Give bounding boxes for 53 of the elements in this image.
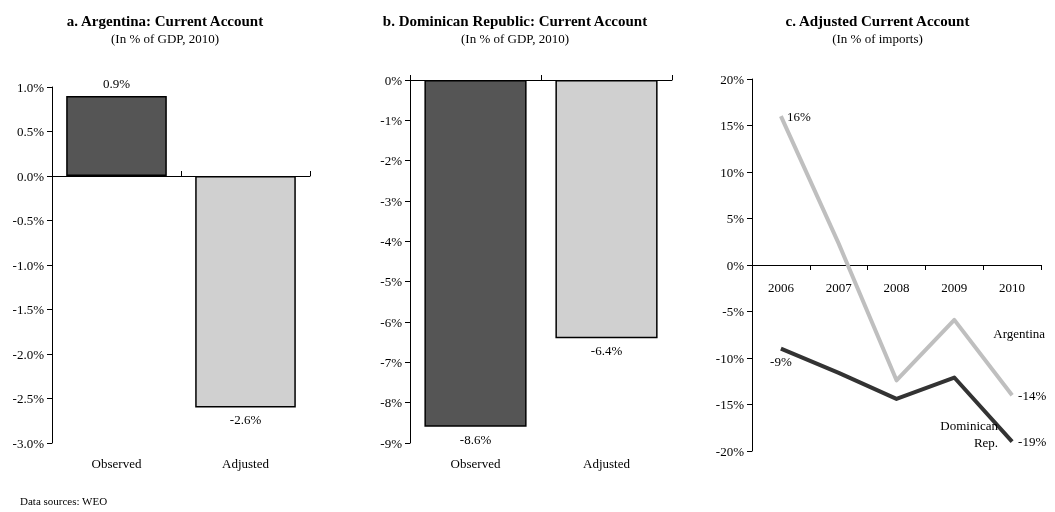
chart-subtitle: (In % of imports): [832, 31, 923, 46]
y-tick-label: 0.5%: [16, 124, 45, 139]
y-tick-label: 10%: [720, 164, 745, 180]
y-tick-label: -2.0%: [12, 346, 45, 362]
y-tick-label: -2.5%: [12, 391, 45, 406]
x-tick-label: 2008: [883, 280, 910, 295]
y-tick-label: -7%: [380, 354, 403, 370]
x-tick-label: 2010: [999, 280, 1026, 295]
data-label: -19%: [1018, 434, 1047, 450]
y-tick-label: -9%: [380, 435, 403, 451]
y-tick-label: -1%: [380, 112, 403, 128]
y-tick-label: -3%: [380, 193, 403, 209]
y-tick-label: -4%: [380, 233, 403, 249]
text: Data sources: WEO: [20, 494, 108, 507]
series-label: Argentina: [993, 325, 1046, 341]
y-tick-label: -1.0%: [12, 257, 45, 273]
y-tick-label: -20%: [715, 443, 745, 459]
y-tick-label: -5%: [380, 274, 403, 290]
data-label: 0.9%: [102, 75, 131, 91]
y-tick-label: 0%: [726, 257, 745, 273]
y-tick-label: -15%: [715, 397, 745, 412]
y-tick-label: -3.0%: [12, 435, 45, 451]
data-label: -2.6%: [229, 412, 262, 428]
data-label: -8.6%: [459, 431, 492, 447]
data-label: -9%: [770, 353, 792, 369]
y-tick-label: -8%: [380, 395, 403, 411]
chart-title: a. Argentina: Current Account: [66, 12, 264, 29]
x-tick-label: Observed: [91, 456, 142, 471]
y-tick-label: 0%: [384, 72, 403, 88]
x-tick-label: 2009: [941, 280, 968, 295]
y-tick-label: -5%: [722, 304, 745, 319]
chart-title: c. Adjusted Current Account: [785, 12, 970, 29]
x-tick-label: 2006: [767, 280, 795, 295]
y-tick-label: -2%: [380, 153, 403, 169]
data-label: -14%: [1018, 387, 1047, 403]
chart-subtitle: (In % of GDP, 2010): [111, 31, 219, 46]
y-tick-label: 20%: [720, 71, 745, 87]
y-tick-label: -6%: [380, 314, 403, 330]
data-label: 16%: [786, 108, 811, 124]
x-tick-label: Observed: [450, 456, 501, 471]
x-tick-label: Adjusted: [583, 456, 631, 471]
data-label: -6.4%: [590, 343, 623, 359]
y-tick-label: -10%: [715, 350, 745, 366]
y-tick-label: -1.5%: [12, 302, 45, 317]
y-tick-label: 1.0%: [16, 79, 45, 95]
x-tick-label: 2007: [825, 280, 853, 295]
y-tick-label: 5%: [726, 211, 745, 226]
y-tick-label: -0.5%: [12, 213, 45, 228]
y-tick-label: 0.0%: [16, 168, 45, 184]
y-tick-label: 15%: [720, 118, 745, 133]
chart-subtitle: (In % of GDP, 2010): [461, 31, 569, 46]
x-tick-label: Adjusted: [222, 456, 270, 471]
chart-title: b. Dominican Republic: Current Account: [382, 12, 648, 29]
